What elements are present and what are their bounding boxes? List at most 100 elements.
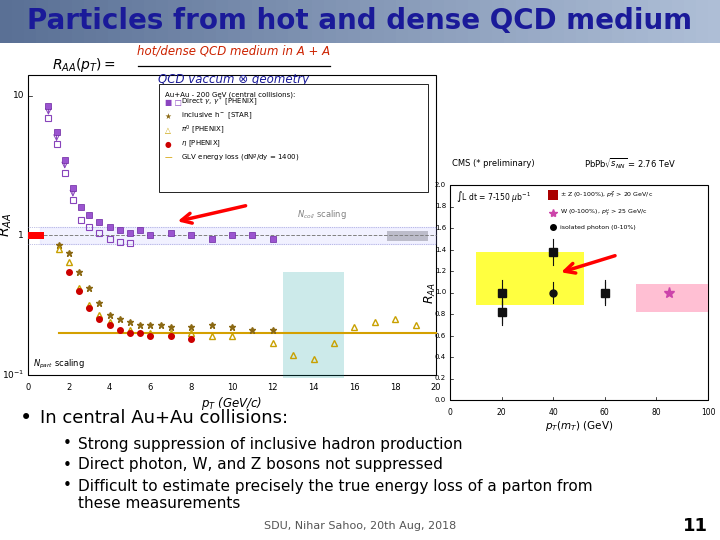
Text: Strong suppression of inclusive hadron production: Strong suppression of inclusive hadron p… [78,436,462,451]
Text: 0.4: 0.4 [435,354,446,360]
Text: inclusive h$^-$ [STAR]: inclusive h$^-$ [STAR] [176,111,252,122]
Bar [476,252,584,306]
Bar [684,0,697,43]
Bar [312,0,325,43]
Bar [24,0,37,43]
Text: 20: 20 [431,383,441,392]
Bar [204,0,217,43]
Bar [612,0,625,43]
Bar [600,0,613,43]
Text: 14: 14 [308,383,319,392]
Bar [548,190,558,200]
Text: 1.2: 1.2 [435,268,446,274]
Text: $10^{-1}$: $10^{-1}$ [1,369,24,381]
Bar [216,0,229,43]
Text: ± Z (0-100%), $p_T^Z$ > 20 GeV/c: ± Z (0-100%), $p_T^Z$ > 20 GeV/c [560,190,653,200]
Bar [264,0,277,43]
Text: 4: 4 [107,383,112,392]
Bar [588,0,601,43]
Bar [672,0,685,43]
Text: 1.8: 1.8 [435,204,446,210]
Text: •: • [63,436,72,451]
Bar [180,0,193,43]
Text: SDU, Nihar Sahoo, 20th Aug, 2018: SDU, Nihar Sahoo, 20th Aug, 2018 [264,521,456,531]
Text: 6: 6 [148,383,153,392]
Text: 2.0: 2.0 [435,182,446,188]
Bar [564,0,577,43]
Text: 1: 1 [18,231,24,240]
Text: $N_{coll}$ scaling: $N_{coll}$ scaling [297,208,347,221]
Text: 2: 2 [66,383,71,392]
Bar [276,0,289,43]
Bar [516,0,529,43]
Bar [156,0,169,43]
Text: 8: 8 [189,383,194,392]
Text: $R_{AA}$: $R_{AA}$ [0,213,14,237]
Bar [28,232,45,239]
Text: hot/dense QCD medium in A + A: hot/dense QCD medium in A + A [138,45,330,58]
Bar [624,0,637,43]
Bar [36,0,49,43]
Text: $p_T$ (GeV/$c$): $p_T$ (GeV/$c$) [202,395,263,411]
Text: 0: 0 [25,383,31,392]
Text: PbPb$\sqrt{s_{NN}}$ = 2.76 TeV: PbPb$\sqrt{s_{NN}}$ = 2.76 TeV [584,156,676,170]
Text: 100: 100 [701,408,715,417]
Text: •: • [20,408,32,428]
Bar [480,0,493,43]
Bar [696,0,709,43]
Bar [96,0,109,43]
Text: Direct $\gamma$, $\gamma^*$ [PHENIX]: Direct $\gamma$, $\gamma^*$ [PHENIX] [176,96,257,109]
Text: $N_{part}$ scaling: $N_{part}$ scaling [33,357,85,370]
Bar [444,0,457,43]
Text: $\int$L dt = 7-150 $\mu$b$^{-1}$: $\int$L dt = 7-150 $\mu$b$^{-1}$ [456,190,531,205]
Bar [72,0,85,43]
Text: 18: 18 [390,383,400,392]
Text: 0.8: 0.8 [435,311,446,317]
Bar [648,0,661,43]
Bar [660,0,673,43]
Text: 1.6: 1.6 [435,225,446,231]
Text: ●: ● [165,139,171,148]
Bar [504,0,517,43]
Bar [636,284,708,312]
Text: these measurements: these measurements [78,496,240,511]
Bar [432,0,445,43]
Text: Direct photon, W, and Z bosons not suppressed: Direct photon, W, and Z bosons not suppr… [78,457,443,472]
Text: isolated photon (0-10%): isolated photon (0-10%) [560,225,636,230]
Text: —: — [165,153,172,163]
Bar [348,0,361,43]
Bar [372,0,385,43]
Text: •: • [63,457,72,472]
Text: QCD vaccum ⊗ geometry: QCD vaccum ⊗ geometry [158,73,310,86]
Bar [360,0,373,43]
Text: 60: 60 [600,408,610,417]
Bar [60,0,73,43]
Bar [283,272,344,378]
Bar [192,0,205,43]
Text: W (0-100%), $p_T^\mu$ > 25 GeV/c: W (0-100%), $p_T^\mu$ > 25 GeV/c [560,208,647,218]
Text: 1.4: 1.4 [435,246,446,253]
Bar [576,0,589,43]
Bar [324,0,337,43]
Bar [144,0,157,43]
Text: Difficult to estimate precisely the true energy loss of a parton from: Difficult to estimate precisely the true… [78,478,593,494]
Bar [552,0,565,43]
Text: 0.6: 0.6 [435,333,446,339]
Text: 1.0: 1.0 [435,289,446,295]
Bar [336,0,349,43]
Bar [0,0,13,43]
Bar [28,75,436,375]
Text: 0.0: 0.0 [435,397,446,403]
Text: $\pi^0$ [PHENIX]: $\pi^0$ [PHENIX] [176,124,224,137]
Bar [708,0,720,43]
Text: 0.2: 0.2 [435,375,446,381]
Bar [540,0,553,43]
Bar [108,0,121,43]
Bar [450,185,708,400]
Text: $p_T(m_T)$ (GeV): $p_T(m_T)$ (GeV) [545,419,613,433]
Text: 80: 80 [652,408,661,417]
Bar [300,0,313,43]
Bar [456,0,469,43]
Text: 20: 20 [497,408,506,417]
Text: GLV energy loss (dN$^g$/dy = 1400): GLV energy loss (dN$^g$/dy = 1400) [176,152,299,164]
